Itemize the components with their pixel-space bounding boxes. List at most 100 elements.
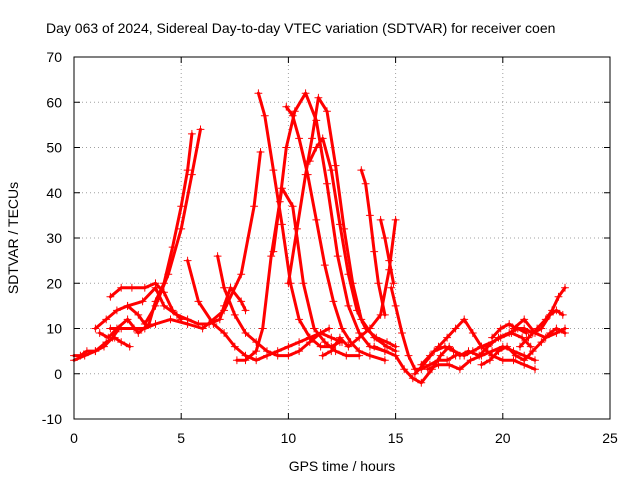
data-point-marker	[516, 342, 524, 351]
data-point-marker	[520, 356, 529, 365]
y-tick-label: 20	[46, 275, 62, 291]
data-point-marker	[282, 102, 291, 111]
data-point-marker	[127, 283, 136, 292]
data-point-marker	[488, 333, 497, 342]
series-arc-d	[95, 129, 196, 342]
data-point-marker	[380, 310, 389, 319]
data-point-marker	[361, 179, 370, 188]
data-point-marker	[327, 347, 336, 356]
data-point-marker	[404, 351, 413, 360]
data-point-marker	[554, 292, 563, 301]
data-point-marker	[335, 220, 344, 229]
x-tick-label: 0	[70, 430, 78, 446]
data-point-marker	[434, 360, 443, 369]
data-point-marker	[177, 224, 186, 233]
data-point-marker	[278, 220, 286, 229]
data-point-marker	[220, 283, 229, 292]
series-arc-x	[488, 306, 567, 342]
data-point-marker	[130, 324, 138, 333]
data-point-marker	[327, 166, 336, 175]
data-point-marker	[295, 347, 304, 356]
series-line	[359, 168, 387, 317]
data-point-marker	[91, 324, 100, 333]
data-point-marker	[391, 342, 400, 351]
data-point-marker	[408, 374, 417, 383]
y-tick-label: 40	[46, 185, 62, 201]
data-point-marker	[288, 202, 297, 211]
data-point-marker	[301, 170, 310, 179]
data-point-marker	[333, 252, 342, 261]
x-tick-label: 5	[177, 430, 185, 446]
data-point-marker	[305, 333, 314, 342]
data-point-marker	[226, 283, 235, 292]
data-point-marker	[548, 306, 557, 315]
data-point-marker	[561, 283, 569, 292]
data-point-marker	[460, 315, 469, 324]
data-point-marker	[166, 315, 175, 324]
data-point-marker	[357, 166, 366, 175]
data-point-marker	[380, 356, 389, 365]
data-point-marker	[468, 329, 477, 337]
data-point-marker	[312, 215, 321, 224]
data-point-marker	[160, 288, 168, 297]
series-arc-g	[123, 283, 250, 328]
data-point-marker	[252, 347, 261, 356]
data-point-marker	[374, 279, 383, 288]
data-point-marker	[241, 306, 250, 315]
data-point-marker	[269, 166, 278, 175]
data-point-marker	[400, 365, 409, 374]
data-point-marker	[537, 338, 546, 347]
data-point-marker	[355, 347, 364, 356]
data-point-marker	[325, 324, 334, 333]
data-point-marker	[106, 324, 115, 333]
data-point-marker	[299, 279, 308, 288]
data-point-marker	[436, 351, 445, 360]
data-point-marker	[370, 342, 379, 351]
data-point-marker	[398, 329, 406, 337]
data-point-marker	[391, 351, 400, 360]
data-point-marker	[250, 202, 259, 211]
data-point-marker	[183, 256, 192, 265]
data-point-marker	[477, 360, 486, 369]
data-point-marker	[168, 243, 177, 252]
data-point-marker	[526, 342, 535, 351]
series-layer	[70, 89, 569, 387]
data-point-marker	[520, 315, 529, 324]
data-point-marker	[383, 338, 391, 347]
data-point-marker	[329, 297, 338, 306]
data-point-marker	[237, 270, 246, 279]
data-point-marker	[241, 356, 250, 365]
series-line	[98, 132, 194, 340]
data-point-marker	[344, 270, 353, 279]
data-point-marker	[505, 320, 514, 328]
data-point-marker	[254, 89, 263, 98]
data-point-marker	[194, 320, 203, 328]
data-point-marker	[338, 324, 346, 333]
data-point-marker	[342, 351, 351, 360]
data-point-marker	[106, 292, 115, 301]
data-point-marker	[232, 356, 241, 365]
data-point-marker	[417, 360, 426, 369]
data-point-marker	[496, 333, 505, 342]
series-arc-v	[417, 315, 539, 374]
series-line	[490, 308, 565, 340]
series-arc-m	[282, 102, 389, 365]
data-point-marker	[187, 129, 196, 138]
data-point-marker	[213, 252, 222, 261]
data-point-marker	[365, 211, 374, 220]
y-tick-label: 70	[46, 49, 62, 65]
data-point-marker	[327, 333, 336, 342]
data-point-marker	[320, 338, 329, 347]
series-arc-r	[376, 215, 398, 288]
data-point-marker	[160, 279, 168, 288]
y-tick-label: 0	[54, 366, 62, 382]
data-point-marker	[449, 347, 458, 356]
data-point-marker	[267, 252, 276, 261]
data-point-marker	[117, 324, 126, 333]
data-point-marker	[295, 338, 304, 347]
data-point-marker	[344, 342, 353, 351]
series-arc-z	[516, 283, 569, 351]
data-point-marker	[196, 125, 205, 134]
x-tick-label: 10	[281, 430, 297, 446]
data-point-marker	[511, 351, 520, 360]
